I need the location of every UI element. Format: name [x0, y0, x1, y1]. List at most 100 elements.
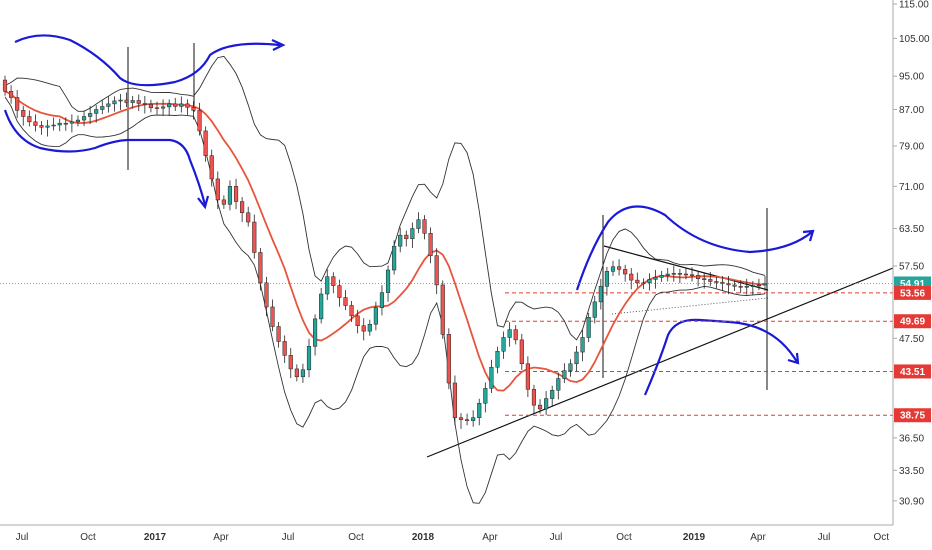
upper-band — [4, 55, 766, 341]
candle-down — [148, 104, 153, 109]
candle-down — [15, 97, 20, 111]
ascending-trendline — [426, 267, 894, 458]
candle-down — [422, 219, 427, 234]
candle-down — [246, 212, 251, 223]
arrow-icon — [3, 34, 815, 396]
candle-down — [343, 297, 348, 306]
candle-up — [306, 346, 312, 371]
x-tick-label: Jul — [16, 532, 29, 543]
candle-down — [154, 107, 160, 110]
y-tick-label: 105.00 — [899, 34, 930, 45]
y-tick-label: 57.50 — [899, 262, 924, 273]
candle-down — [209, 155, 214, 180]
candle-down — [720, 281, 725, 284]
x-tick-label: Apr — [750, 532, 766, 543]
candle-down — [708, 279, 713, 282]
candle-up — [106, 103, 111, 107]
price-badge-label: 49.69 — [900, 317, 925, 328]
candle-up — [477, 402, 482, 418]
candle-up — [51, 124, 56, 127]
x-tick-label: 2019 — [683, 532, 706, 543]
candle-up — [112, 100, 117, 105]
candle-up — [379, 292, 385, 308]
support-lines — [505, 292, 893, 416]
candle-down — [537, 404, 543, 410]
candle-down — [264, 282, 269, 308]
y-axis: 115.00 105.00 95.00 87.00 79.00 71.00 63.50 57.… — [893, 0, 930, 507]
candle-up — [544, 398, 549, 410]
candle-down — [525, 363, 530, 390]
candle-down — [440, 284, 445, 335]
price-badge-label: 53.56 — [900, 288, 925, 299]
candle-up — [750, 285, 755, 287]
candle-down — [465, 419, 470, 421]
candle-up — [598, 286, 603, 303]
candle-up — [483, 388, 488, 404]
candle-up — [410, 228, 415, 240]
price-badge — [894, 285, 931, 300]
candle-down — [337, 285, 342, 298]
x-tick-label: Oct — [80, 532, 96, 543]
candle-up — [167, 103, 172, 108]
moving-average-line — [4, 90, 766, 392]
candle-up — [580, 337, 585, 353]
candle-down — [9, 90, 14, 98]
price-badge — [894, 314, 931, 329]
candle-up — [507, 329, 512, 338]
x-tick-label: Apr — [213, 532, 229, 543]
candle-down — [215, 178, 220, 201]
candles-layer — [2, 75, 768, 429]
candle-up — [592, 301, 597, 318]
x-tick-label: Oct — [616, 532, 632, 543]
candle-down — [185, 103, 190, 108]
candle-down — [282, 341, 287, 356]
candle-up — [88, 113, 93, 117]
candle-up — [495, 350, 500, 368]
x-tick-label: Jul — [550, 532, 563, 543]
candle-down — [39, 125, 44, 128]
candle-up — [69, 121, 74, 124]
candle-up — [550, 389, 555, 399]
y-tick-label: 33.50 — [899, 466, 924, 477]
candle-down — [203, 130, 208, 156]
candle-up — [161, 106, 166, 109]
candle-down — [617, 266, 622, 270]
candle-down — [197, 110, 202, 132]
y-tick-label: 63.50 — [899, 224, 924, 235]
candle-up — [586, 317, 591, 338]
candle-down — [677, 273, 682, 275]
candle-down — [635, 279, 640, 284]
candle-down — [288, 355, 293, 370]
candle-up — [665, 273, 670, 276]
candle-up — [392, 245, 397, 271]
candle-down — [221, 199, 226, 205]
candle-up — [398, 234, 403, 247]
candle-down — [434, 255, 439, 286]
y-tick-label: 115.00 — [899, 0, 929, 11]
candle-down — [428, 233, 433, 256]
candle-down — [258, 252, 263, 284]
candle-down — [726, 283, 731, 286]
candle-down — [355, 315, 360, 326]
candle-up — [100, 106, 105, 110]
candle-up — [574, 351, 579, 365]
price-badge — [894, 364, 931, 379]
price-badge-label: 54.91 — [900, 279, 925, 290]
candle-down — [294, 368, 299, 378]
candle-up — [471, 417, 476, 421]
candle-up — [416, 219, 421, 229]
candle-up — [556, 378, 561, 391]
candle-down — [452, 382, 457, 418]
candle-down — [173, 103, 178, 107]
candle-up — [94, 109, 99, 114]
candle-up — [319, 293, 324, 320]
candle-down — [136, 100, 141, 104]
x-tick-label: 2017 — [144, 532, 167, 543]
x-tick-label: Jul — [282, 532, 295, 543]
candle-down — [331, 276, 336, 286]
candle-up — [63, 122, 68, 125]
candle-up — [313, 318, 318, 347]
candle-down — [21, 110, 26, 117]
